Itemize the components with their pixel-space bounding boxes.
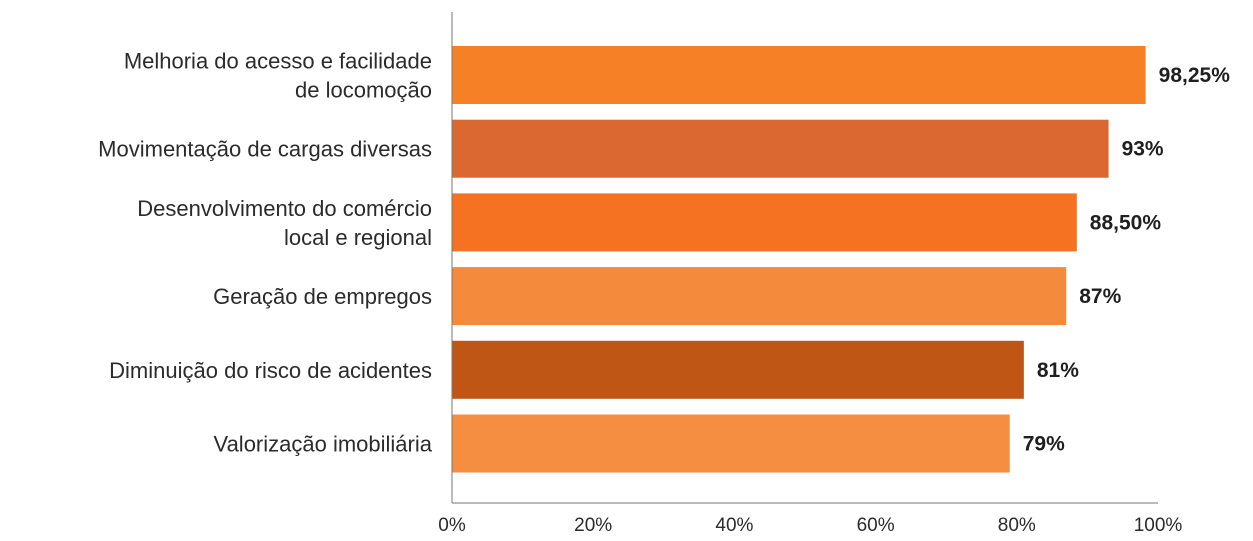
data-label: 88,50%	[1090, 211, 1162, 234]
x-tick-labels-group: 0% 20% 40% 60% 80% 100%	[438, 515, 1182, 536]
x-tick-label: 40%	[715, 515, 753, 536]
category-label: Movimentação de cargas diversas	[98, 137, 432, 162]
category-label-line: Desenvolvimento do comércio	[137, 196, 432, 221]
data-label: 79%	[1023, 433, 1065, 456]
data-label: 87%	[1079, 285, 1121, 308]
data-label: 81%	[1037, 359, 1079, 382]
bar	[452, 46, 1146, 104]
category-label-line: Movimentação de cargas diversas	[98, 137, 432, 162]
category-label: Diminuição do risco de acidentes	[109, 358, 432, 383]
x-tick-label: 100%	[1134, 515, 1183, 536]
bar	[452, 340, 1024, 399]
category-label-line: Valorização imobiliária	[214, 432, 433, 457]
category-label: Valorização imobiliária	[214, 432, 433, 457]
category-label: Melhoria do acesso e facilidade de locomo…	[124, 49, 432, 103]
x-tick-label: 80%	[998, 515, 1036, 536]
bars-group	[452, 46, 1146, 473]
category-labels-group: Melhoria do acesso e facilidade de locomo…	[98, 49, 433, 457]
bar	[452, 193, 1077, 252]
category-label-line: local e regional	[284, 225, 432, 250]
category-label-line: de locomoção	[295, 78, 432, 103]
category-label: Desenvolvimento do comércio local e regio…	[137, 196, 432, 250]
x-tick-label: 20%	[574, 515, 612, 536]
bar	[452, 414, 1010, 473]
category-label-line: Diminuição do risco de acidentes	[109, 358, 432, 383]
data-label: 98,25%	[1159, 64, 1231, 87]
bar	[452, 119, 1109, 178]
value-labels-group: 98,25% 93% 88,50% 87% 81% 79%	[1023, 64, 1230, 456]
category-label: Geração de empregos	[213, 284, 432, 309]
category-label-line: Geração de empregos	[213, 284, 432, 309]
category-label-line: Melhoria do acesso e facilidade	[124, 49, 432, 74]
bar	[452, 267, 1067, 326]
data-label: 93%	[1122, 138, 1164, 161]
x-tick-label: 0%	[438, 515, 466, 536]
x-tick-label: 60%	[857, 515, 895, 536]
